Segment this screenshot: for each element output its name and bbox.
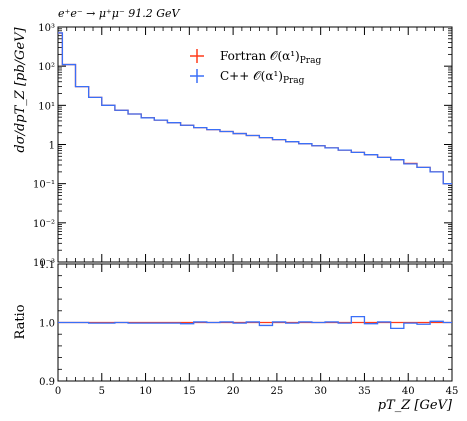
main-y-axis: 10³ 10² 10¹ 1 10⁻¹ 10⁻² 10⁻³ xyxy=(33,23,452,269)
x-axis-title: pT_Z [GeV] xyxy=(378,398,453,413)
main-y-tick-label: 10¹ xyxy=(38,101,55,112)
main-series-line-1 xyxy=(58,32,452,185)
ratio-series-group xyxy=(58,316,452,329)
main-y-tick-label: 1 xyxy=(49,141,55,152)
main-series-group xyxy=(58,32,452,185)
x-tick-label: 30 xyxy=(314,386,327,397)
x-tick-label: 45 xyxy=(446,386,459,397)
main-y-tick-label: 10⁻³ xyxy=(33,258,55,269)
chart-title: e⁺e⁻ → μ⁺μ⁻ 91.2 GeV xyxy=(58,7,181,20)
legend-label-main: Fortran 𝒪(α¹) xyxy=(220,49,300,63)
x-tick-label: 10 xyxy=(139,386,152,397)
x-tick-label: 20 xyxy=(227,386,240,397)
legend-label: Fortran 𝒪(α¹)Prag xyxy=(220,49,321,66)
ratio-y-tick-label: 0.9 xyxy=(39,377,55,388)
legend-label-sub: Prag xyxy=(283,76,305,86)
legend-label: C++ 𝒪(α¹)Prag xyxy=(220,69,305,86)
main-y-axis-title: dσ/dpT_Z [pb/GeV] xyxy=(13,26,28,152)
x-tick-label: 0 xyxy=(55,386,61,397)
x-tick-label: 35 xyxy=(358,386,371,397)
ratio-y-axis-title: Ratio xyxy=(13,304,28,339)
ratio-y-tick-label: 1.0 xyxy=(39,319,55,330)
main-y-tick-label: 10⁻¹ xyxy=(33,180,55,191)
main-y-tick-label: 10⁻² xyxy=(33,219,55,230)
x-axis: 0 5 10 15 20 25 30 35 40 45 xyxy=(55,27,459,397)
x-tick-label: 25 xyxy=(271,386,284,397)
main-y-tick-label: 10³ xyxy=(38,23,55,34)
legend-label-sub: Prag xyxy=(300,56,322,66)
x-tick-label: 15 xyxy=(183,386,196,397)
x-tick-label: 5 xyxy=(99,386,105,397)
main-y-tick-label: 10² xyxy=(38,62,55,73)
ratio-series-line-1 xyxy=(58,316,452,329)
x-tick-label: 40 xyxy=(402,386,415,397)
ratio-y-tick-label: 1.1 xyxy=(39,260,55,271)
legend-label-main: C++ 𝒪(α¹) xyxy=(220,69,283,83)
